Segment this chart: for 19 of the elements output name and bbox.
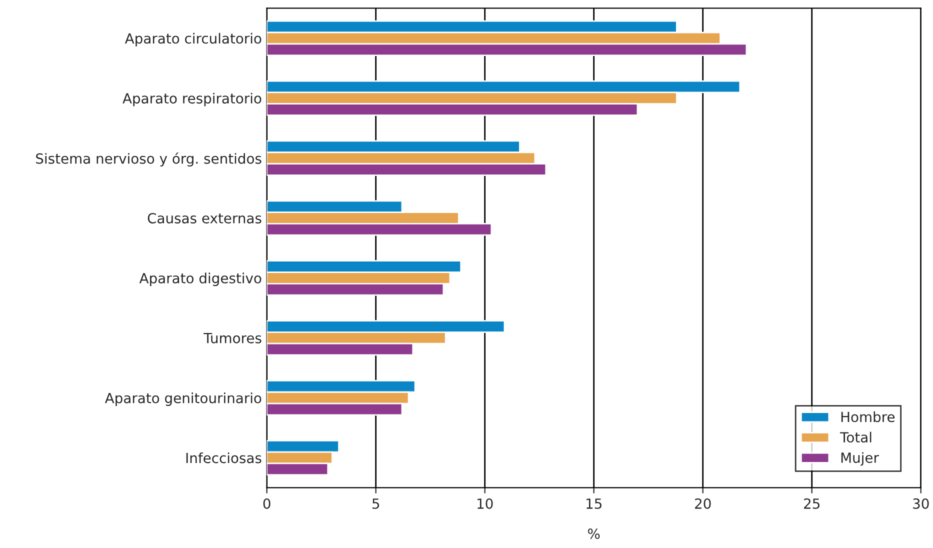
x-tick-label: 25: [804, 498, 820, 509]
x-axis-title: %: [588, 528, 600, 539]
y-tick-label: Infecciosas: [186, 452, 262, 464]
y-tick-label: Aparato respiratorio: [122, 92, 262, 106]
x-tick-label: 30: [913, 498, 929, 509]
x-tick-label: 20: [695, 498, 711, 509]
y-tick-label: Causas externas: [148, 212, 262, 224]
legend-label: Total: [840, 432, 872, 443]
y-tick-label: Sistema nervioso y órg. sentidos: [36, 152, 262, 167]
x-tick-label: 5: [372, 498, 380, 509]
y-tick-label: Aparato digestivo: [139, 272, 262, 286]
x-tick-label: 0: [263, 498, 270, 509]
legend-label: Mujer: [841, 452, 879, 466]
legend-label: Hombre: [841, 411, 895, 422]
x-tick-label: 10: [478, 498, 493, 509]
y-tick-label: Aparato circulatorio: [124, 32, 262, 46]
y-tick-label: Aparato genitourinario: [104, 392, 262, 406]
y-tick-label: Tumores: [204, 333, 262, 344]
x-tick-label: 15: [586, 498, 602, 509]
